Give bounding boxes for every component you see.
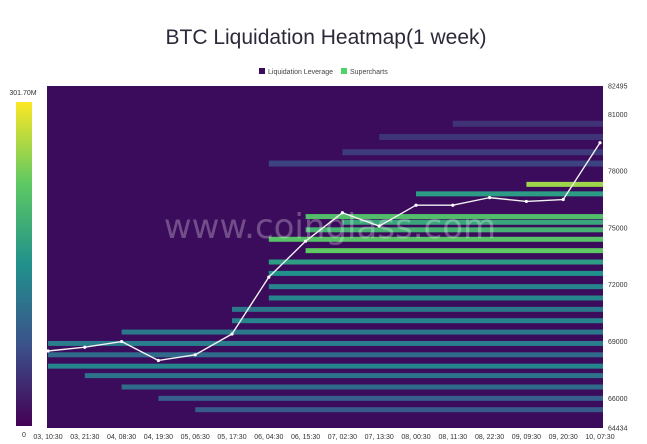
price-point-1	[83, 345, 87, 349]
price-point-14	[561, 197, 565, 202]
liquidation-band-17	[84, 373, 603, 379]
liquidation-band-16	[48, 363, 603, 369]
x-tick-label-13: 09, 09:30	[512, 434, 541, 441]
liquidation-band-14	[48, 340, 603, 346]
price-point-13	[524, 199, 529, 204]
liquidation-band-12	[232, 318, 603, 324]
liquidation-band-18	[121, 384, 603, 390]
liquidation-band-6	[305, 248, 603, 254]
x-tick-label-1: 03, 21:30	[70, 434, 99, 441]
upper-band-0	[268, 160, 603, 167]
price-point-15	[598, 141, 602, 145]
liquidation-band-3	[342, 219, 603, 225]
color-scale-min-label: 0	[22, 432, 26, 439]
x-tick-label-8: 07, 02:30	[328, 434, 357, 441]
price-line	[47, 141, 602, 363]
liquidation-band-4	[305, 227, 603, 233]
upper-band-1	[342, 149, 603, 156]
price-point-10	[414, 203, 418, 207]
legend: Liquidation Leverage Supercharts	[259, 68, 388, 76]
y-tick-label-2: 78000	[608, 169, 628, 176]
price-point-12	[488, 196, 492, 200]
liquidation-band-19	[158, 395, 603, 401]
price-point-7	[304, 239, 308, 243]
x-tick-label-15: 10, 07:30	[585, 434, 614, 441]
upper-band-3	[452, 120, 603, 127]
x-tick-label-7: 06, 15:30	[291, 434, 320, 441]
liquidation-band-2	[305, 214, 603, 220]
x-tick-label-3: 04, 19:30	[144, 434, 173, 441]
liquidation-band-5	[268, 236, 603, 242]
y-tick-label-5: 69000	[608, 339, 628, 346]
x-tick-label-14: 09, 20:30	[549, 434, 578, 441]
legend-label-liquidation-leverage: Liquidation Leverage	[268, 69, 333, 76]
liquidation-band-7	[268, 259, 603, 265]
color-scale-max-label: 301.70M	[9, 90, 36, 97]
price-point-9	[377, 224, 381, 228]
liquidation-band-9	[268, 284, 603, 290]
x-tick-label-9: 07, 13:30	[365, 434, 394, 441]
y-tick-label-6: 66000	[608, 396, 628, 403]
price-point-6	[267, 275, 271, 279]
legend-swatch-supercharts	[341, 68, 347, 74]
price-point-5	[230, 332, 234, 336]
y-tick-label-0: 82495	[608, 84, 628, 91]
liquidation-band-20	[195, 407, 603, 413]
legend-label-supercharts: Supercharts	[350, 69, 388, 76]
chart-title: BTC Liquidation Heatmap(1 week)	[166, 26, 487, 49]
liquidation-band-8	[268, 270, 603, 276]
x-tick-label-0: 03, 10:30	[33, 434, 62, 441]
price-point-8	[340, 211, 344, 215]
price-point-4	[193, 353, 197, 357]
liquidation-band-1	[416, 191, 603, 197]
price-point-2	[120, 339, 124, 344]
y-tick-label-4: 72000	[608, 282, 628, 289]
price-point-11	[451, 203, 455, 207]
price-point-0	[47, 349, 50, 353]
x-tick-label-5: 05, 17:30	[217, 434, 246, 441]
liquidation-band-10	[268, 295, 603, 301]
heatmap-bands	[48, 120, 603, 413]
y-tick-label-7: 64434	[608, 426, 628, 433]
x-tick-label-6: 06, 04:30	[254, 434, 283, 441]
x-tick-label-10: 08, 00:30	[401, 434, 430, 441]
legend-swatch-liquidation-leverage	[259, 68, 265, 74]
color-scale-bar	[16, 102, 32, 426]
x-tick-label-2: 04, 08:30	[107, 434, 136, 441]
price-point-3	[156, 358, 160, 363]
liquidation-band-0	[526, 181, 603, 187]
watermark: www.coinglass.com	[164, 207, 496, 247]
plot-background	[47, 86, 603, 428]
x-tick-label-4: 05, 06:30	[181, 434, 210, 441]
liquidation-band-11	[232, 306, 603, 312]
color-scale: 301.70M 0	[9, 90, 36, 439]
y-axis: 82495 81000 78000 75000 72000 69000 66000 64434	[608, 84, 628, 433]
x-axis: 03, 10:30 03, 21:30 04, 08:30 04, 19:30 05, …	[33, 434, 614, 441]
liquidation-band-15	[48, 352, 603, 358]
y-tick-label-1: 81000	[608, 112, 628, 119]
upper-band-2	[379, 134, 603, 141]
x-tick-label-11: 08, 11:30	[438, 434, 467, 441]
price-series-line	[47, 142, 601, 362]
y-tick-label-3: 75000	[608, 225, 628, 232]
liquidation-band-13	[121, 329, 603, 335]
x-tick-label-12: 08, 22:30	[475, 434, 504, 441]
